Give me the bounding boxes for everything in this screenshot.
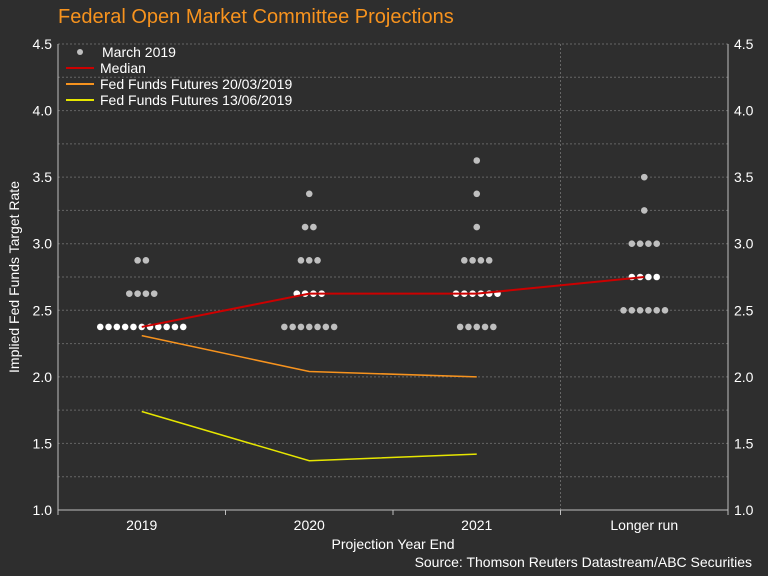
- projection-dot: [456, 323, 464, 331]
- projection-dot: [620, 306, 627, 314]
- projection-dot: [121, 323, 129, 331]
- x-tick-label: 2021: [461, 517, 492, 533]
- projection-dot: [640, 207, 648, 214]
- projection-dot: [126, 290, 133, 297]
- projection-dot: [314, 257, 321, 264]
- y-tick-label-right: 1.0: [734, 502, 754, 518]
- projection-dot: [171, 323, 179, 331]
- x-tick-label: Longer run: [610, 517, 678, 533]
- y-tick-label-right: 4.5: [734, 36, 754, 52]
- x-tick-label: 2020: [294, 517, 325, 533]
- x-tick-label: 2019: [126, 517, 157, 533]
- projection-dot: [163, 323, 170, 331]
- projection-dot: [465, 323, 472, 331]
- projection-dot: [155, 323, 162, 331]
- projection-dot: [473, 323, 481, 331]
- projection-dot: [645, 240, 652, 248]
- projection-dot: [96, 323, 104, 331]
- projection-dot: [142, 257, 150, 264]
- projection-dot: [477, 257, 485, 264]
- grid: [58, 43, 728, 511]
- projection-dot: [134, 257, 141, 264]
- y-tick-label-left: 1.5: [33, 435, 53, 451]
- projection-dot: [461, 257, 468, 264]
- y-tick-label-left: 2.5: [33, 302, 53, 318]
- projection-dot: [490, 323, 497, 331]
- y-axis-label: Implied Fed Funds Target Rate: [6, 181, 22, 373]
- projection-dot: [305, 323, 313, 331]
- x-axis-label: Projection Year End: [332, 536, 455, 552]
- y-tick-label-left: 3.5: [33, 169, 53, 185]
- source-note: Source: Thomson Reuters Datastream/ABC S…: [414, 554, 752, 570]
- y-tick-label-right: 3.0: [734, 236, 754, 252]
- projection-dot: [628, 240, 636, 248]
- series-line: [141, 410, 477, 462]
- projection-dot: [134, 290, 141, 297]
- projection-dot: [297, 257, 305, 264]
- legend-label: Fed Funds Futures 13/06/2019: [100, 92, 292, 108]
- projection-dot: [640, 173, 648, 181]
- projection-dot: [653, 273, 660, 281]
- projection-dot: [473, 157, 481, 164]
- y-tick-label-right: 1.5: [734, 435, 754, 451]
- y-tick-label-right: 2.5: [734, 302, 754, 318]
- projection-dot: [661, 306, 669, 314]
- projection-dot: [473, 223, 481, 231]
- projection-dot: [281, 323, 288, 331]
- projection-dot: [310, 223, 317, 231]
- projection-dot: [481, 323, 489, 331]
- projection-dot: [301, 223, 309, 231]
- projection-dot: [653, 240, 660, 248]
- projection-dot: [636, 306, 644, 314]
- projection-dot: [628, 306, 636, 314]
- projection-dot: [473, 190, 481, 198]
- projection-dot: [179, 323, 187, 331]
- y-tick-label-right: 4.0: [734, 103, 754, 119]
- projection-dot: [645, 306, 652, 314]
- legend-marker: [77, 49, 83, 55]
- y-tick-label-left: 3.0: [33, 236, 53, 252]
- y-tick-label-left: 4.5: [33, 36, 53, 52]
- projection-dot: [469, 257, 476, 264]
- legend-label: March 2019: [102, 44, 176, 60]
- projection-dot: [305, 190, 313, 198]
- projection-dot: [485, 257, 493, 264]
- projection-dot: [113, 323, 121, 331]
- axes: 1.0 1.0 1.5 1.5 2.0 2.0 2.5 2.5 3.0 3.0 3.5 3.5 4.0 4…: [33, 36, 754, 533]
- y-tick-label-left: 4.0: [33, 103, 53, 119]
- projection-dot: [289, 323, 296, 331]
- projection-dot: [130, 323, 137, 331]
- projection-dot: [636, 240, 644, 248]
- projection-dot: [142, 290, 150, 297]
- y-tick-label-right: 3.5: [734, 169, 754, 185]
- projection-dot: [297, 323, 305, 331]
- projection-dot: [653, 306, 660, 314]
- projection-dot: [150, 290, 158, 297]
- marks: [96, 157, 669, 462]
- projection-dot: [305, 257, 313, 264]
- projection-dot: [322, 323, 330, 331]
- legend-label: Fed Funds Futures 20/03/2019: [100, 76, 292, 92]
- projection-dot: [314, 323, 321, 331]
- y-tick-label-right: 2.0: [734, 369, 754, 385]
- projection-dot: [138, 323, 146, 331]
- legend-label: Median: [100, 60, 146, 76]
- chart-title: Federal Open Market Committee Projection…: [58, 6, 454, 28]
- projection-dot: [645, 273, 652, 281]
- projection-dot: [330, 323, 338, 331]
- projection-dot: [105, 323, 112, 331]
- y-tick-label-left: 1.0: [33, 502, 53, 518]
- series-line: [141, 334, 477, 378]
- median-line: [141, 276, 645, 328]
- y-tick-label-left: 2.0: [33, 369, 53, 385]
